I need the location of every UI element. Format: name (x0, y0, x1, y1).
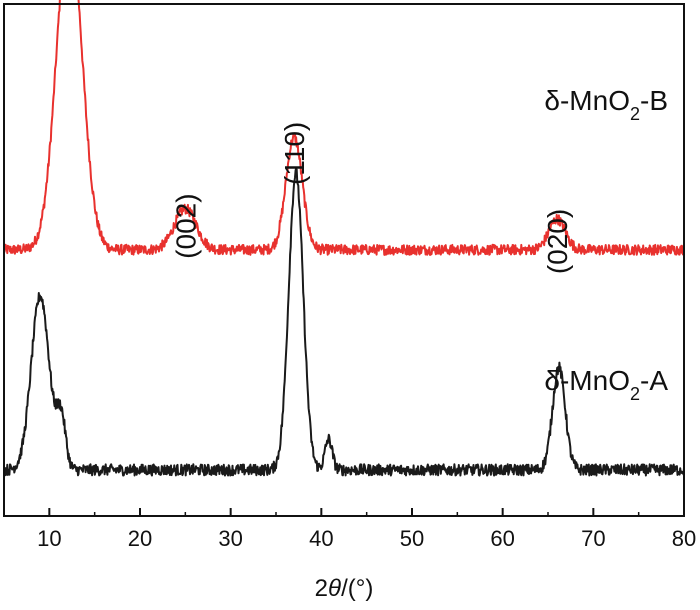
x-tick-label-10: 10 (37, 526, 61, 551)
peak-label-2: (110) (279, 122, 310, 185)
series-label-1: δ-MnO2-A (544, 365, 668, 404)
x-tick-label-60: 60 (490, 526, 514, 551)
x-axis-ticks: 10 20 30 40 50 60 70 80 (37, 508, 696, 551)
peak-label-3: (020) (542, 209, 573, 274)
series-line-0 (3, 0, 685, 256)
x-tick-label-50: 50 (400, 526, 424, 551)
x-tick-label-80: 80 (672, 526, 696, 551)
labels-layer: δ-MnO2-Bδ-MnO2-A(001)(002)(110)(020) (170, 85, 668, 404)
x-tick-label-70: 70 (581, 526, 605, 551)
x-axis-title-symbol: θ (328, 575, 341, 602)
x-axis-title: 2θ/(°) (315, 575, 374, 602)
x-tick-label-40: 40 (309, 526, 333, 551)
series-layer (3, 0, 685, 477)
x-tick-label-20: 20 (128, 526, 152, 551)
x-axis-title-prefix: 2 (315, 575, 328, 602)
series-line-1 (3, 167, 685, 477)
series-label-0: δ-MnO2-B (544, 85, 668, 124)
peak-label-1: (002) (170, 193, 201, 258)
plot-frame (3, 3, 685, 517)
x-axis-title-unit: /(°) (341, 575, 373, 602)
x-tick-label-30: 30 (218, 526, 242, 551)
